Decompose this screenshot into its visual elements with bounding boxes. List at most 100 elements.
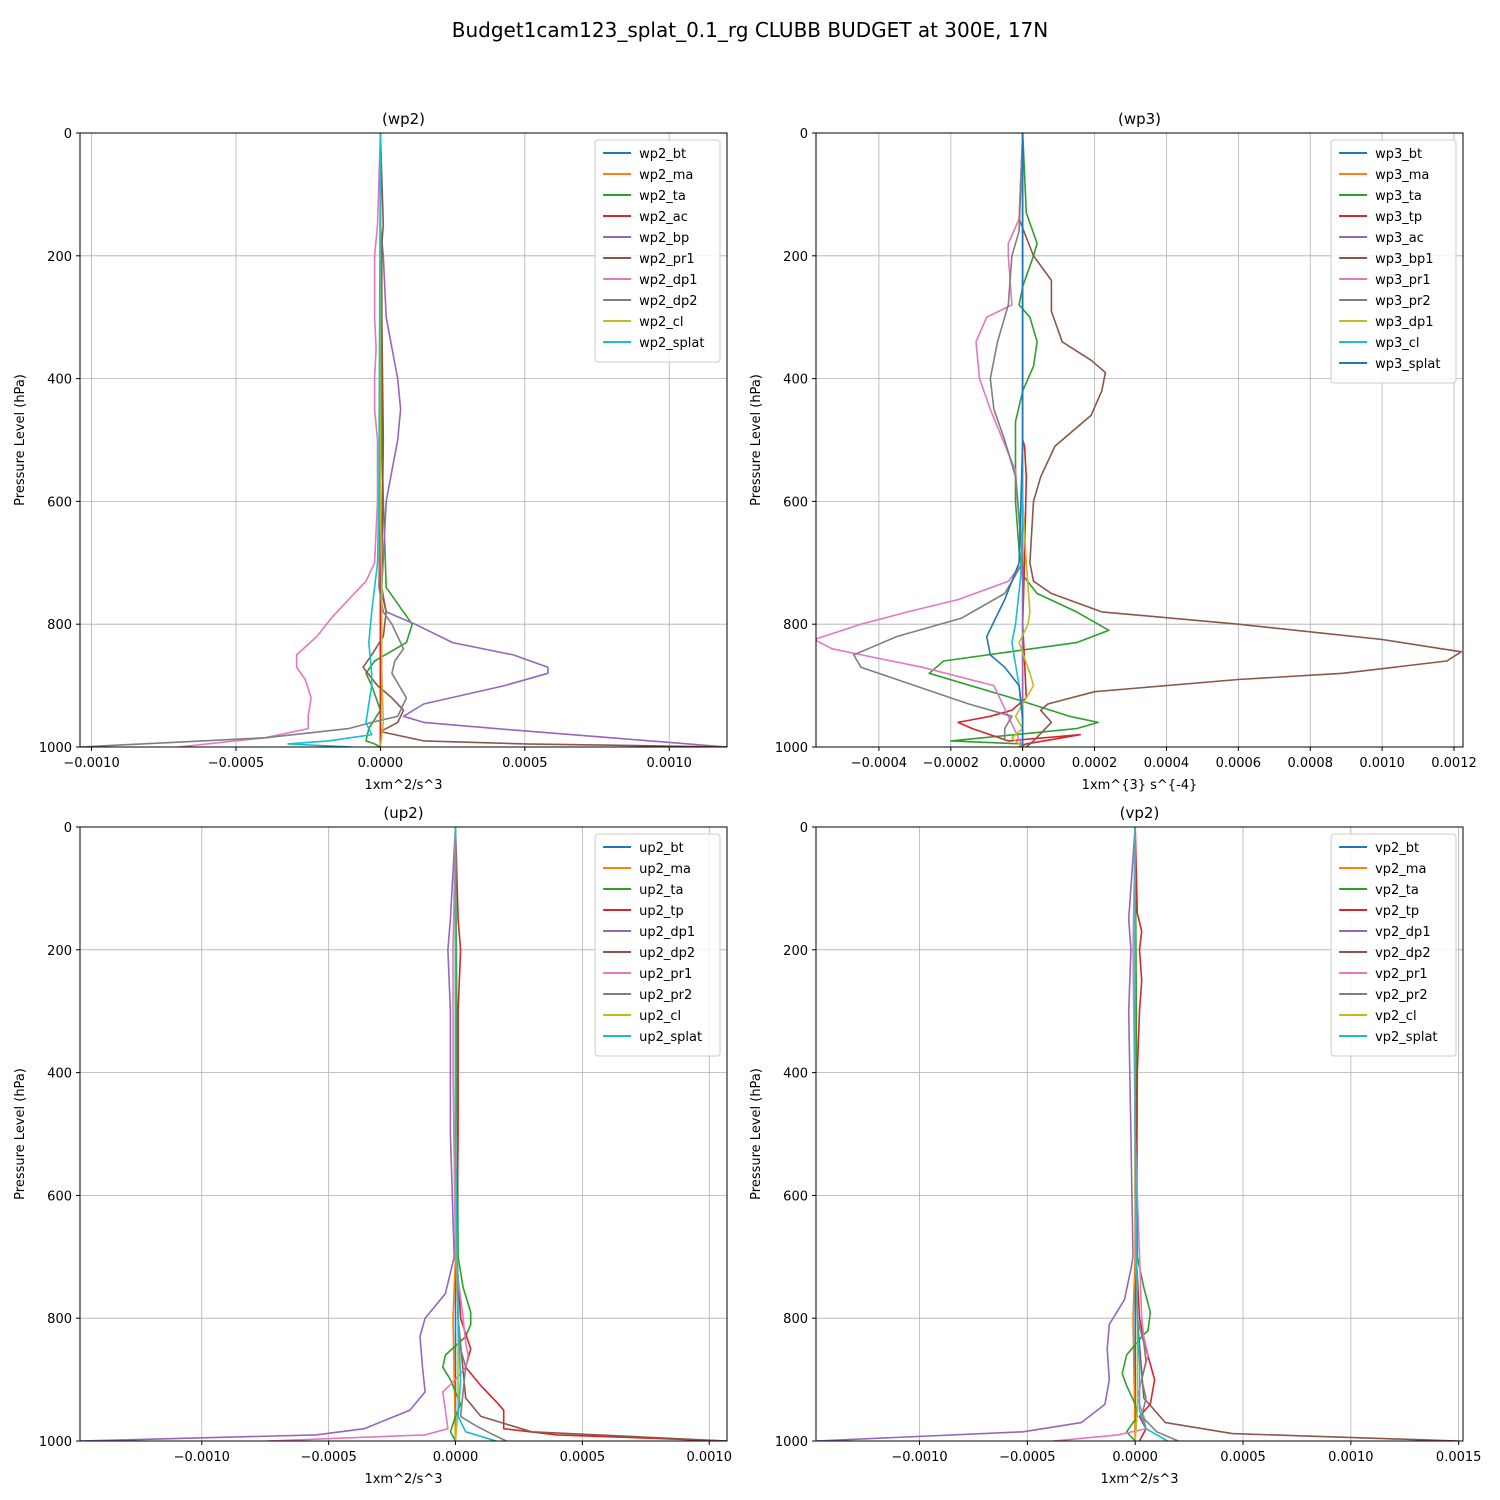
x-tick-label: 0.0010: [686, 1450, 732, 1465]
x-tick-label: −0.0004: [851, 756, 907, 771]
series-line-up2_dp1: [80, 827, 457, 1441]
y-tick-label: 800: [47, 618, 72, 633]
legend-label: up2_ta: [639, 883, 683, 898]
legend-label: vp2_pr2: [1375, 988, 1428, 1003]
y-tick-label: 200: [47, 250, 72, 265]
series-line-wp2_pr1: [362, 133, 727, 747]
series-line-wp3_bp1: [1018, 133, 1462, 747]
y-tick-label: 200: [47, 944, 72, 959]
series-group: [80, 133, 727, 747]
x-tick-label: −0.0005: [999, 1450, 1055, 1465]
x-axis-label: 1xm^2/s^3: [364, 1472, 442, 1487]
x-tick-label: −0.0010: [63, 756, 119, 771]
y-tick-label: 0: [64, 127, 72, 142]
series-line-up2_ta: [441, 827, 472, 1441]
series-line-wp2_dp2: [80, 133, 408, 747]
y-tick-label: 1000: [775, 1435, 808, 1450]
series-line-wp2_dp1: [178, 133, 382, 747]
plot-frame: [79, 132, 728, 748]
legend-label: wp2_ta: [639, 189, 686, 204]
legend-label: wp2_cl: [639, 315, 683, 330]
y-tick-label: 800: [783, 618, 808, 633]
y-tick-label: 600: [783, 495, 808, 510]
legend-label: up2_dp1: [639, 925, 695, 940]
x-axis-label: 1xm^2/s^3: [1100, 1472, 1178, 1487]
series-line-vp2_splat: [1134, 827, 1168, 1441]
legend-label: wp3_cl: [1375, 336, 1419, 351]
legend-label: wp2_bp: [639, 231, 689, 246]
y-tick-label: 200: [783, 944, 808, 959]
y-tick-label: 400: [47, 1067, 72, 1082]
figure-suptitle: Budget1cam123_splat_0.1_rg CLUBB BUDGET …: [452, 18, 1048, 42]
x-tick-label: 0.0012: [1431, 756, 1477, 771]
legend: wp3_bt wp3_ma wp3_ta wp3_tp wp3_ac wp3_bp1 wp3…: [1330, 139, 1457, 384]
legend-label: wp2_bt: [639, 147, 686, 162]
legend-label: wp3_dp1: [1375, 315, 1433, 330]
legend-label: vp2_dp1: [1375, 925, 1431, 940]
y-tick-label: 1000: [39, 741, 72, 756]
x-tick-label: −0.0010: [891, 1450, 947, 1465]
panel-title: (wp2): [382, 110, 425, 128]
legend: up2_bt up2_ma up2_ta up2_tp up2_dp1 up2_dp2up…: [594, 833, 721, 1057]
series-group: [816, 133, 1462, 747]
y-axis-label: Pressure Level (hPa): [13, 374, 28, 506]
panels: −0.0010 −0.0005 0.0000 0.0005 0.0010 0 200 400 6…: [13, 110, 1481, 1487]
panel-title: (wp3): [1118, 110, 1161, 128]
legend-label: up2_cl: [639, 1009, 681, 1024]
panel-2: −0.0010 −0.0005 0.0000 0.0005 0.0010 0 200 400 6…: [13, 804, 732, 1487]
legend-label: wp3_splat: [1375, 357, 1440, 372]
x-tick-label: −0.0005: [208, 756, 264, 771]
y-tick-label: 400: [783, 1067, 808, 1082]
legend-label: wp3_pr2: [1375, 294, 1431, 309]
x-tick-label: −0.0010: [174, 1450, 230, 1465]
series-line-up2_pr1: [267, 827, 470, 1441]
legend: vp2_bt vp2_ma vp2_ta vp2_tp vp2_dp1 vp2_dp2vp…: [1330, 833, 1457, 1057]
x-tick-label: 0.0000: [1112, 1450, 1158, 1465]
y-tick-label: 600: [783, 1189, 808, 1204]
series-line-wp3_dp1: [1011, 133, 1035, 747]
legend-label: vp2_ma: [1375, 862, 1426, 877]
x-tick-label: −0.0002: [923, 756, 979, 771]
y-tick-label: 0: [800, 127, 808, 142]
x-tick-label: 0.0015: [1436, 1450, 1482, 1465]
legend-label: vp2_dp2: [1375, 946, 1431, 961]
legend-label: wp2_pr1: [639, 252, 695, 267]
legend-label: wp3_ac: [1375, 231, 1424, 246]
series-group: [816, 827, 1459, 1441]
legend-label: wp3_tp: [1375, 210, 1422, 225]
y-axis-label: Pressure Level (hPa): [749, 1068, 764, 1200]
legend-label: up2_pr2: [639, 988, 692, 1003]
legend-label: up2_tp: [639, 904, 684, 919]
legend-label: up2_pr1: [639, 967, 692, 982]
x-axis-label: 1xm^{3} s^{-4}: [1082, 778, 1198, 793]
legend-label: wp3_bp1: [1375, 252, 1433, 267]
legend-label: wp3_ta: [1375, 189, 1422, 204]
legend-label: wp3_pr1: [1375, 273, 1431, 288]
series-line-wp3_tp: [957, 133, 1081, 747]
y-axis-label: Pressure Level (hPa): [13, 1068, 28, 1200]
y-tick-label: 0: [64, 821, 72, 836]
plot-frame: [815, 132, 1464, 748]
y-axis-label: Pressure Level (hPa): [749, 374, 764, 506]
panel-title: (vp2): [1120, 804, 1160, 822]
x-axis-label: 1xm^2/s^3: [364, 778, 442, 793]
y-tick-label: 0: [800, 821, 808, 836]
y-tick-label: 800: [783, 1312, 808, 1327]
series-line-wp3_splat: [985, 133, 1024, 747]
y-tick-label: 600: [47, 1189, 72, 1204]
y-tick-label: 800: [47, 1312, 72, 1327]
x-tick-label: 0.0000: [1000, 756, 1046, 771]
panel-0: −0.0010 −0.0005 0.0000 0.0005 0.0010 0 200 400 6…: [13, 110, 728, 793]
x-tick-label: 0.0000: [358, 756, 404, 771]
legend-label: wp2_ma: [639, 168, 693, 183]
legend-label: vp2_tp: [1375, 904, 1419, 919]
legend-label: up2_dp2: [639, 946, 695, 961]
x-tick-label: 0.0005: [560, 1450, 606, 1465]
legend-label: vp2_pr1: [1375, 967, 1428, 982]
panel-1: −0.0004 −0.0002 0.0000 0.0002 0.0004 0.0006 0.…: [749, 110, 1477, 793]
legend-label: up2_bt: [639, 841, 684, 856]
legend-box: [1330, 139, 1457, 384]
panel-3: −0.0010 −0.0005 0.0000 0.0005 0.0010 0.0015 0 2…: [749, 804, 1481, 1487]
legend-label: vp2_cl: [1375, 1009, 1416, 1024]
